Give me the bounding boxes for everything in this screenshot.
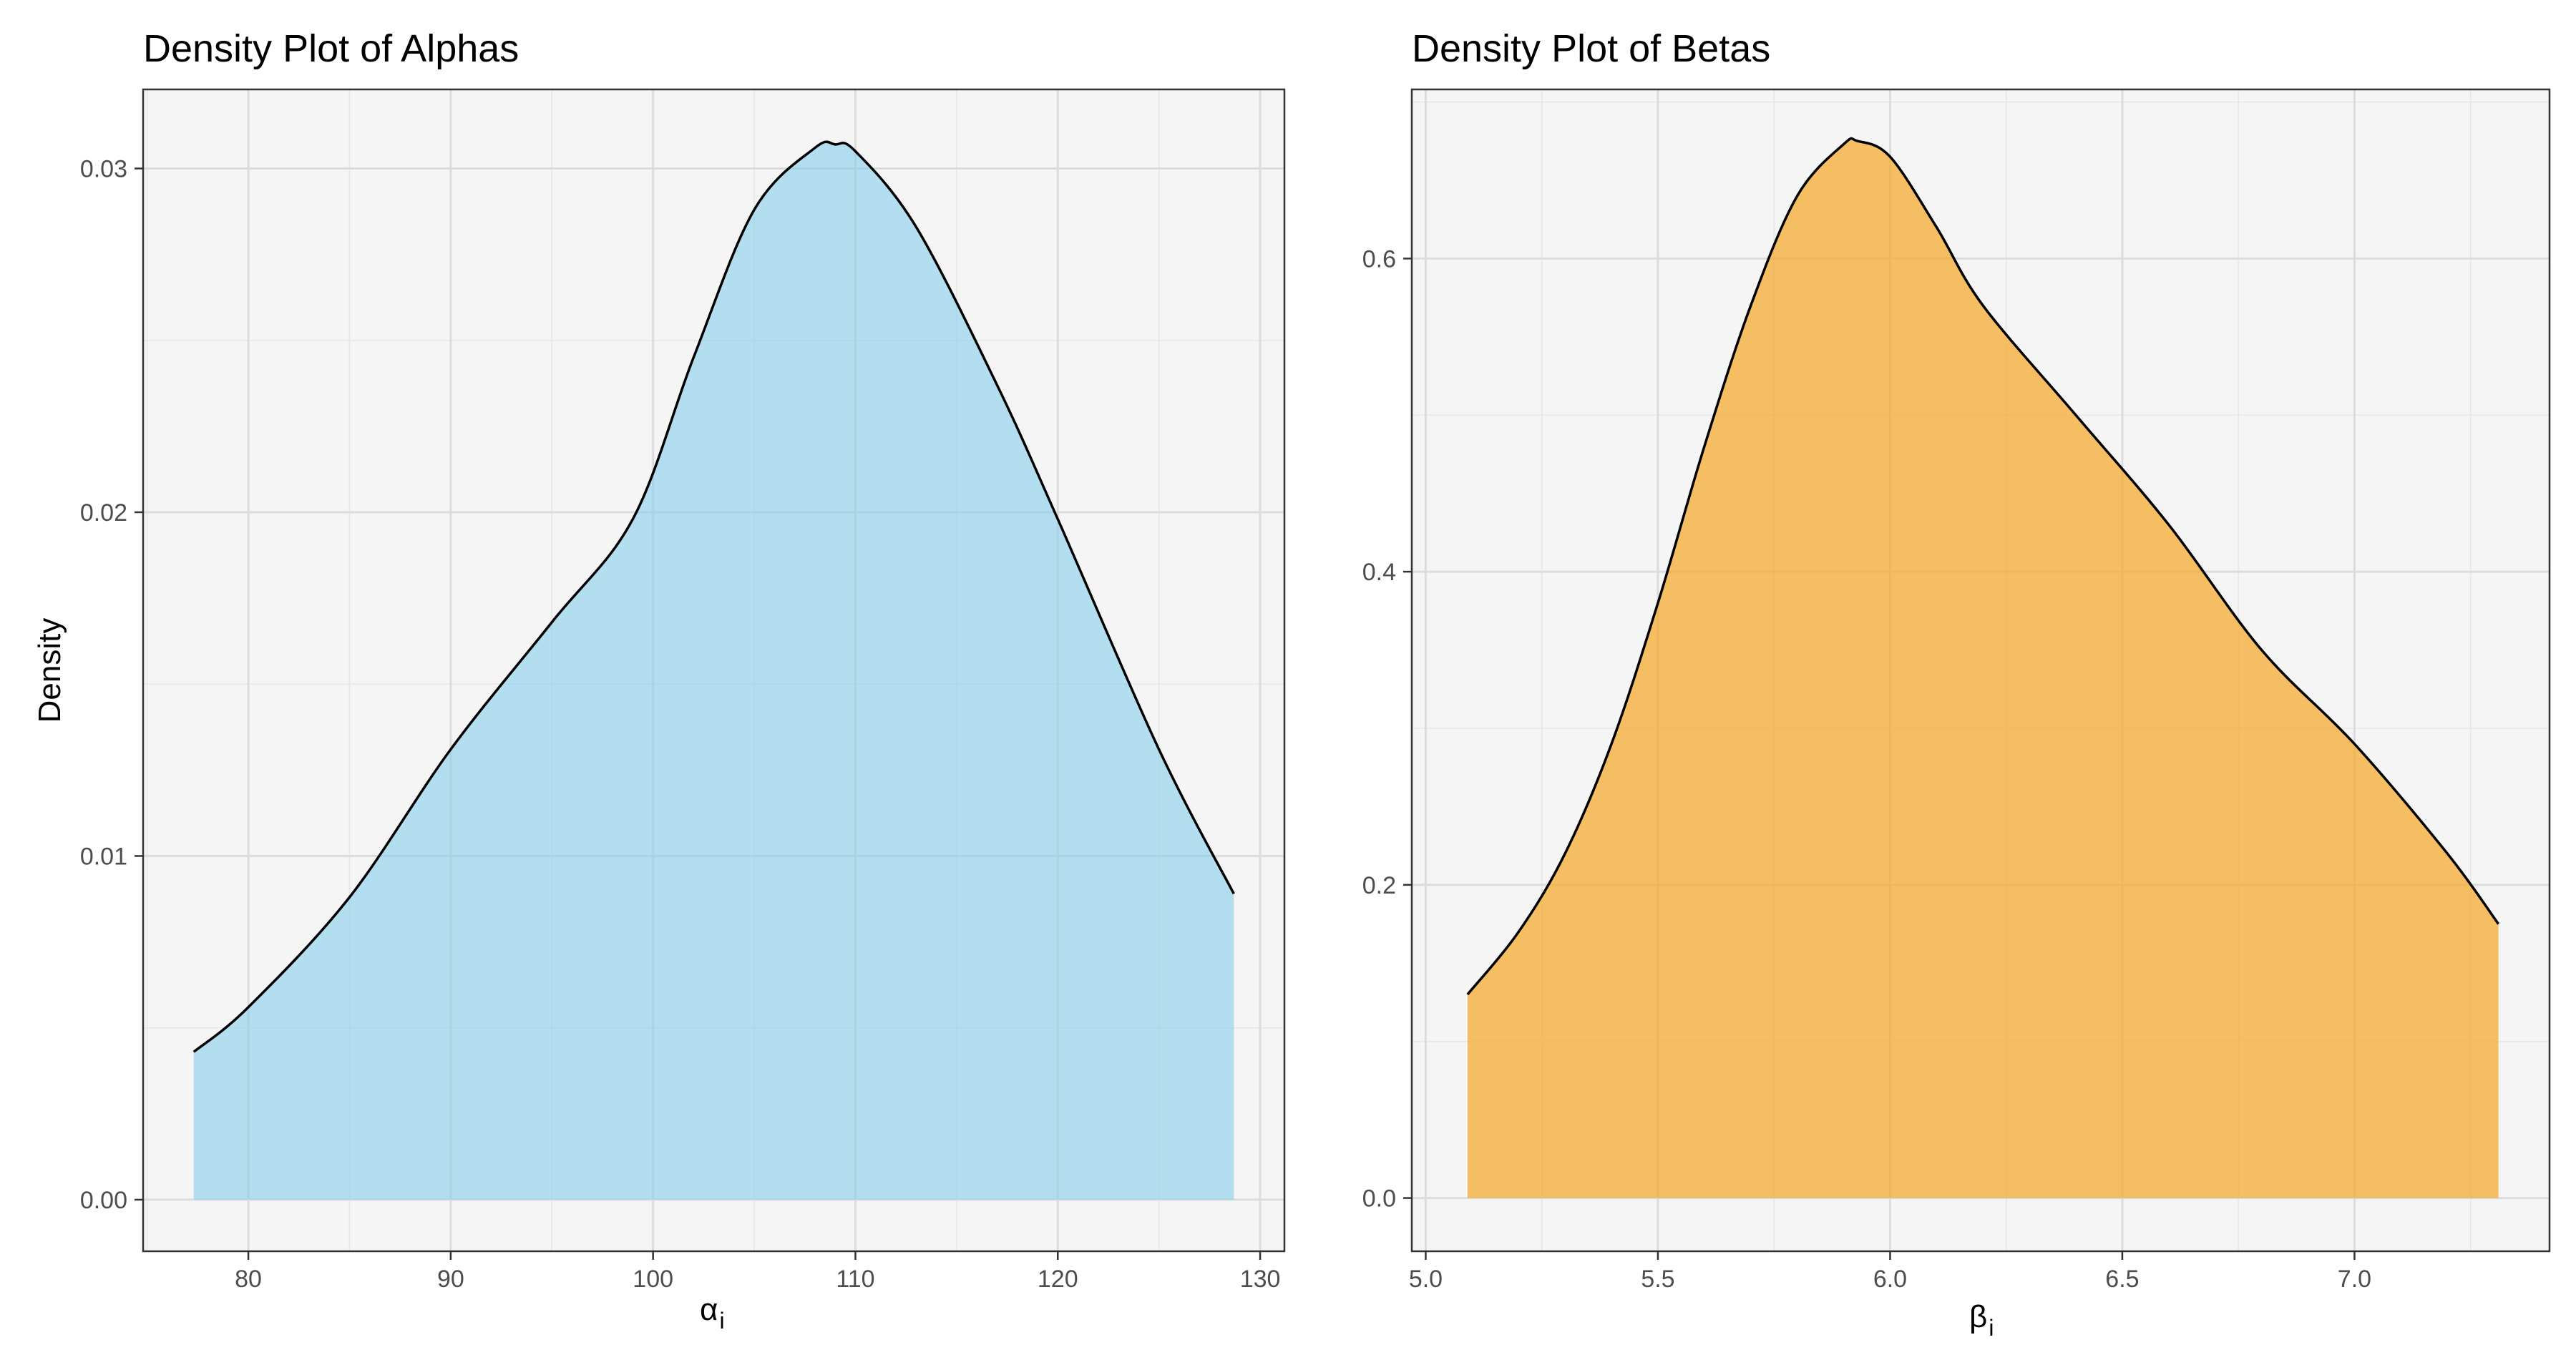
y-axis-label: Density: [32, 618, 67, 723]
alphas-x-ticks: 80 90 100 110 120 130: [235, 1251, 1280, 1293]
alphas-x-axis-label: αi: [700, 1292, 725, 1334]
betas-x-tick-label: 5.5: [1641, 1266, 1674, 1293]
betas-y-tick-label: 0.4: [1362, 559, 1396, 586]
alphas-x-tick-label: 80: [235, 1266, 262, 1293]
betas-chart: Density Plot of Betas 5.0 5.5 6.0 6.5 7.0 0.…: [1362, 27, 2551, 1341]
alphas-density-area: [193, 142, 1234, 1200]
alphas-x-tick-label: 110: [836, 1266, 874, 1293]
alphas-y-tick-label: 0.01: [80, 843, 127, 870]
alphas-y-ticks: 0.00 0.01 0.02 0.03: [80, 156, 143, 1214]
betas-density-curve: [1466, 137, 2500, 996]
alphas-y-tick-label: 0.03: [80, 156, 127, 183]
betas-x-tick-label: 7.0: [2338, 1266, 2371, 1293]
betas-y-tick-label: 0.6: [1362, 245, 1396, 273]
betas-x-axis-symbol: β: [1969, 1299, 1987, 1334]
alphas-x-axis-subscript: i: [719, 1308, 724, 1334]
betas-x-tick-label: 6.5: [2105, 1266, 2139, 1293]
alphas-x-axis-symbol: α: [700, 1292, 718, 1327]
alphas-x-tick-label: 90: [437, 1266, 464, 1293]
alphas-x-tick-label: 130: [1240, 1266, 1281, 1293]
betas-x-axis-label: βi: [1969, 1299, 1994, 1341]
alphas-chart-title: Density Plot of Alphas: [143, 27, 519, 70]
betas-x-tick-label: 6.0: [1873, 1266, 1907, 1293]
betas-density-area: [1467, 138, 2499, 1198]
betas-y-tick-label: 0.0: [1362, 1185, 1396, 1213]
betas-panel-border: [1410, 88, 2551, 1253]
alphas-x-tick-label: 120: [1038, 1266, 1078, 1293]
betas-x-tick-label: 5.0: [1409, 1266, 1443, 1293]
betas-x-ticks: 5.0 5.5 6.0 6.5 7.0: [1409, 1251, 2371, 1293]
alphas-y-tick-label: 0.02: [80, 499, 127, 527]
alphas-y-tick-label: 0.00: [80, 1187, 127, 1214]
alphas-x-tick-label: 100: [633, 1266, 673, 1293]
betas-chart-title: Density Plot of Betas: [1412, 27, 1770, 70]
betas-x-axis-subscript: i: [1989, 1315, 1994, 1341]
betas-y-ticks: 0.0 0.2 0.4 0.6: [1362, 245, 1412, 1213]
alphas-chart: Density Plot of Alphas 80 90 100 110 120 130 …: [32, 27, 1286, 1334]
betas-y-tick-label: 0.2: [1362, 872, 1396, 899]
alphas-density-curve: [192, 140, 1235, 1053]
alphas-panel-border: [142, 88, 1286, 1253]
